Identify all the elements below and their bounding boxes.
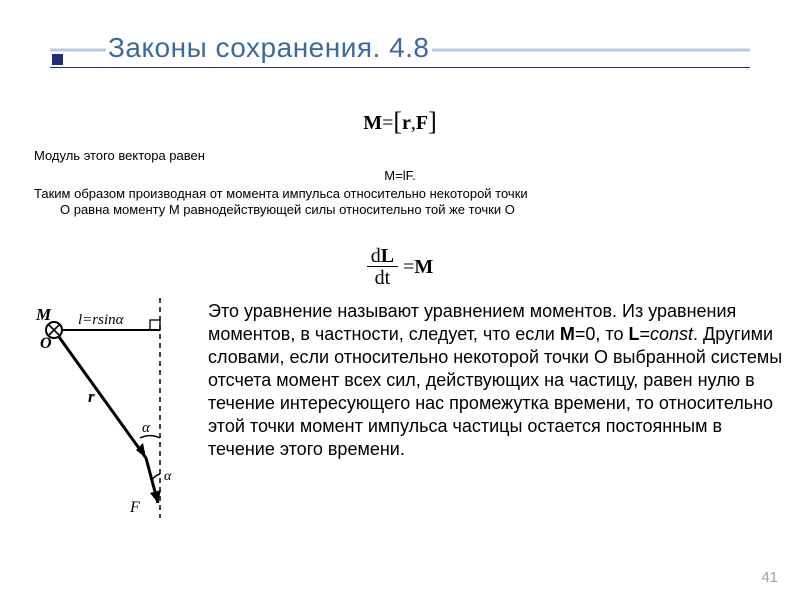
slide-title-text: Законы сохранения. 4.8 [108,32,430,63]
eq3-num-d: d [371,245,381,267]
para-Lb: L [628,324,639,344]
equation-of-moments: dL dt =M [0,246,800,289]
slide: Законы сохранения. 4.8 M=[r,F] Модуль эт… [0,0,800,600]
eq3-num-L: L [381,245,394,267]
text-derivative: Таким образом производная от момента имп… [34,186,776,217]
eq1-r: r [402,112,411,134]
para-p3: = [639,324,650,344]
fig-label-F: F [129,499,140,516]
fig-label-alpha3: α [164,469,172,484]
eq1-M: M [363,112,382,134]
eq1-eq: = [382,112,393,134]
text-main-paragraph: Это уравнение называют уравнением момент… [208,300,784,461]
eq1-rbr: ] [428,107,437,136]
eq3-frac: dL dt [367,246,398,289]
slide-title: Законы сохранения. 4.8 [106,32,432,64]
fig-label-r: r [88,387,95,406]
text-derivative-line2: O равна моменту М равнодействующей силы … [34,202,776,218]
para-p2: =0, то [575,324,629,344]
para-p4: . Другими словами, если относительно нек… [208,324,782,459]
para-Mb: M [560,324,575,344]
eq3-eq: = [403,256,414,278]
eq1-F: F [416,112,428,134]
text-derivative-line1: Таким образом производная от момента имп… [34,186,528,201]
fig-label-leq: l=rsinα [78,312,125,328]
text-modulus-intro: Модуль этого вектора равен [34,148,205,163]
eq1-lbr: [ [393,107,402,136]
fig-label-O: O [40,335,52,352]
fig-label-alpha2: α [142,420,151,436]
eq3-den: dt [367,267,398,289]
eq3-num: dL [367,246,398,267]
title-area: Законы сохранения. 4.8 [50,32,432,64]
equation-moment-def: M=[r,F] [0,106,800,136]
figure-lever-arm: M O l=rsinα r F α α [30,298,198,518]
eq3-rhs: M [414,256,433,278]
para-const: const [650,324,693,344]
equation-modulus: M=lF. [0,168,800,183]
fig-label-M: M [35,305,52,324]
page-number: 41 [761,569,778,586]
